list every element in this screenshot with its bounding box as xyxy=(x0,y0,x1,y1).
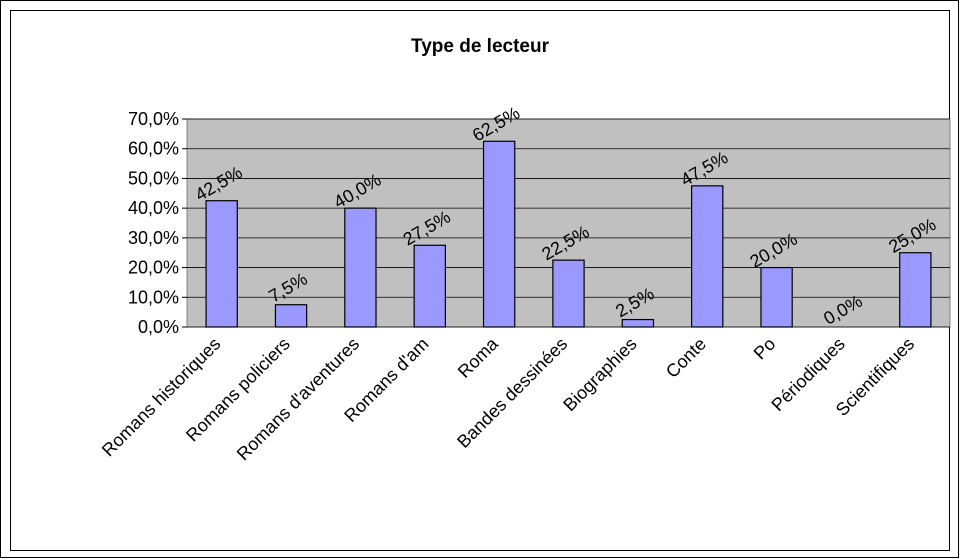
y-tick-label: 60,0% xyxy=(128,139,179,159)
y-tick-label: 20,0% xyxy=(128,258,179,278)
y-tick-label: 30,0% xyxy=(128,228,179,248)
bar xyxy=(274,304,308,328)
y-tick-label: 10,0% xyxy=(128,287,179,307)
y-tick-label: 40,0% xyxy=(128,198,179,218)
bar xyxy=(482,140,516,328)
bar xyxy=(760,266,793,328)
y-tick-label: 70,0% xyxy=(128,109,179,129)
bar xyxy=(344,207,377,328)
bar xyxy=(552,259,585,328)
bar xyxy=(205,200,238,328)
y-tick-label: 50,0% xyxy=(128,168,179,188)
bar xyxy=(621,318,655,328)
chart-title: Type de lecteur xyxy=(411,36,550,57)
bar xyxy=(691,185,724,328)
bar xyxy=(899,252,932,328)
y-tick-label: 0,0% xyxy=(138,317,179,337)
bar xyxy=(413,244,446,328)
